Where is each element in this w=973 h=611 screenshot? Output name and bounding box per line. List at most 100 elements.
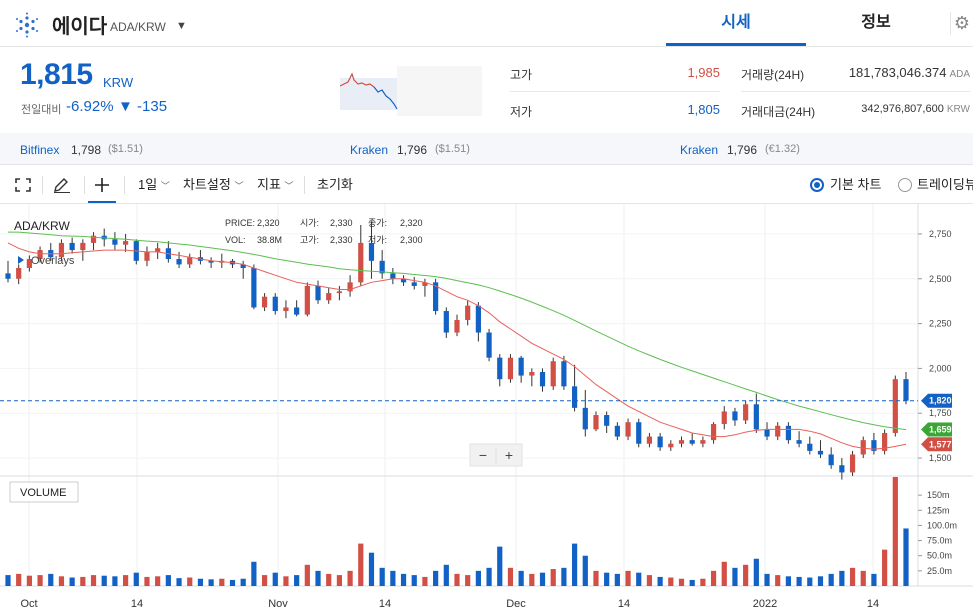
candle-body xyxy=(807,443,813,451)
exchange-name[interactable]: Kraken xyxy=(680,143,719,157)
volume-bar xyxy=(229,579,236,586)
chart-settings-dropdown[interactable]: 차트설정 ﹀ xyxy=(183,166,243,203)
candle xyxy=(69,237,75,254)
candle xyxy=(817,440,824,459)
volume-bar xyxy=(112,576,118,586)
volume-bar xyxy=(422,576,428,586)
tab-info[interactable]: 정보 xyxy=(861,14,891,31)
exchange-name[interactable]: Bitfinex xyxy=(20,143,60,157)
candle-body xyxy=(5,273,11,279)
chart-toolbar: 1일 ﹀ 차트설정 ﹀ 지표 ﹀ 초기화 기본 차트 트레이딩뷰 xyxy=(0,166,973,204)
time-tick-label: 2022 xyxy=(753,598,777,610)
candle-body xyxy=(122,241,129,245)
candle xyxy=(58,239,65,261)
divider xyxy=(124,176,125,194)
volume-bar xyxy=(208,579,214,586)
candle xyxy=(775,422,781,441)
volume-bar xyxy=(454,573,460,586)
coin-name: 에이다 xyxy=(52,16,108,38)
price-tick-label: 2,750 xyxy=(929,229,952,239)
volume-bar xyxy=(443,564,449,586)
candle-body xyxy=(849,454,856,473)
candle xyxy=(283,300,289,319)
candle-body xyxy=(358,242,364,283)
ma-long-badge: 1,659 xyxy=(929,425,952,435)
coin-select-dropdown-icon[interactable]: ▼ xyxy=(176,20,187,32)
tab-market-price[interactable]: 시세 xyxy=(666,0,806,46)
volume-bar xyxy=(379,567,385,586)
period-dropdown[interactable]: 1일 ﹀ xyxy=(138,166,170,203)
overlays-toggle[interactable]: Overlays xyxy=(31,255,75,267)
candle-body xyxy=(785,425,792,441)
time-tick-label: Nov xyxy=(268,598,288,610)
fullscreen-icon[interactable] xyxy=(15,178,31,192)
tradingview-label[interactable]: 트레이딩뷰 xyxy=(917,177,973,192)
candle-body xyxy=(90,235,97,243)
ma-short-badge-shape xyxy=(921,437,952,452)
volume-bar xyxy=(604,572,610,586)
zoom-controls: − + xyxy=(469,443,523,467)
volume-label: 거래량(24H) xyxy=(741,68,805,82)
volume-bar xyxy=(165,575,171,586)
candle xyxy=(839,458,845,480)
volume-bar xyxy=(411,575,417,586)
candle-body xyxy=(454,320,460,333)
gear-icon[interactable]: ⚙ xyxy=(950,12,973,35)
volume-bar xyxy=(358,543,364,586)
exchange-name[interactable]: Kraken xyxy=(350,143,389,157)
zoom-in-button[interactable]: + xyxy=(505,447,513,463)
candle-body xyxy=(251,268,257,308)
exchange-price: 1,798 xyxy=(71,143,102,157)
candle-body xyxy=(796,440,802,444)
reset-button[interactable]: 초기화 xyxy=(317,177,353,192)
volume-value: 181,783,046.374 xyxy=(848,65,947,80)
candle-body xyxy=(283,307,289,312)
chart-background xyxy=(0,204,973,611)
cardano-logo-icon xyxy=(16,12,38,38)
volume-bar xyxy=(336,575,343,586)
candle xyxy=(304,282,310,317)
candle-body xyxy=(240,264,246,268)
price-axis: 2,750 2,500 2,250 2,000 1,750 1,500 xyxy=(918,229,952,463)
volume-bar xyxy=(90,575,97,586)
candle-body xyxy=(507,357,514,380)
candle-body xyxy=(443,311,449,333)
basic-chart-radio[interactable] xyxy=(810,178,824,192)
candle xyxy=(390,268,396,285)
price-tick-label: 2,000 xyxy=(929,363,952,373)
volume-bar xyxy=(871,573,877,586)
volume-bar xyxy=(518,570,524,586)
candle xyxy=(90,232,97,251)
candle-body xyxy=(400,278,407,283)
volume-bar xyxy=(529,573,535,586)
volume-bar xyxy=(753,558,759,586)
zoom-out-button[interactable]: − xyxy=(479,447,487,463)
candle xyxy=(743,400,749,424)
candle-body xyxy=(732,411,738,421)
volume-bar xyxy=(433,570,439,586)
tradingview-radio[interactable] xyxy=(898,178,912,192)
crosshair-icon[interactable] xyxy=(94,177,110,193)
play-icon[interactable] xyxy=(18,256,24,264)
candle xyxy=(122,233,129,252)
volume-bar xyxy=(721,561,727,586)
basic-chart-label[interactable]: 기본 차트 xyxy=(830,177,882,192)
candle xyxy=(518,355,524,383)
volume-bar xyxy=(69,577,75,586)
candle-body xyxy=(261,296,268,308)
draw-pencil-icon[interactable] xyxy=(53,177,71,193)
indicators-dropdown[interactable]: 지표 ﹀ xyxy=(257,166,294,203)
candle xyxy=(400,275,407,286)
candle xyxy=(657,432,663,451)
volume-pane-label: VOLUME xyxy=(20,487,66,499)
volume-axis: 150m 125m 100.0m 75.0m 50.0m 25.0m xyxy=(918,490,957,576)
volume-bar xyxy=(903,528,909,586)
trade-value: 342,976,807,600 xyxy=(861,103,944,115)
candle xyxy=(454,314,460,337)
price-lbl: PRICE: xyxy=(225,218,255,228)
candle xyxy=(807,436,813,455)
candle-body xyxy=(497,357,503,380)
candle xyxy=(411,276,417,290)
volume-bar xyxy=(101,575,107,586)
